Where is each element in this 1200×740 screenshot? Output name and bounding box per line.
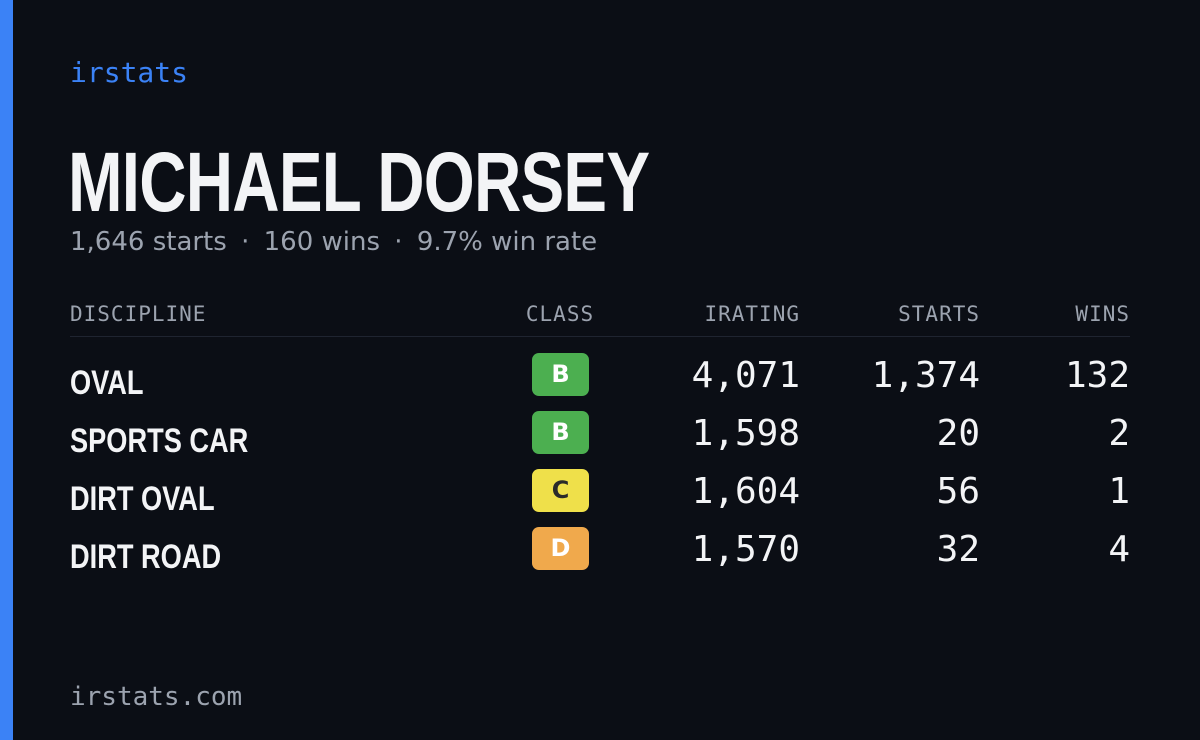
- header-class: CLASS: [525, 302, 595, 326]
- header-discipline: DISCIPLINE: [70, 302, 207, 326]
- header-wins: WINS: [1075, 302, 1130, 326]
- summary-separator: ·: [394, 227, 403, 257]
- table-row: SPORTS CAR B 1,598 20 2: [70, 411, 1130, 469]
- wins-value: 1: [1108, 471, 1130, 512]
- discipline-name: OVAL: [70, 364, 144, 402]
- header-starts: STARTS: [898, 302, 980, 326]
- table-row: DIRT ROAD D 1,570 32 4: [70, 527, 1130, 585]
- driver-name: MICHAEL DORSEY: [68, 135, 650, 229]
- class-badge: B: [532, 353, 589, 396]
- starts-value: 56: [936, 471, 980, 512]
- stats-table: DISCIPLINE CLASS IRATING STARTS WINS OVA…: [70, 296, 1130, 585]
- driver-summary: 1,646 starts · 160 wins · 9.7% win rate: [70, 227, 597, 257]
- class-badge: B: [532, 411, 589, 454]
- wins-value: 132: [1064, 355, 1130, 396]
- table-body: OVAL B 4,071 1,374 132 SPORTS CAR B 1,59…: [70, 353, 1130, 585]
- summary-starts: 1,646 starts: [70, 227, 227, 257]
- table-header: DISCIPLINE CLASS IRATING STARTS WINS: [70, 296, 1130, 337]
- accent-bar: [0, 0, 13, 740]
- summary-win-rate: 9.7% win rate: [416, 227, 598, 257]
- discipline-name: DIRT ROAD: [70, 538, 222, 576]
- irating-value: 4,071: [691, 355, 800, 396]
- brand-logo[interactable]: irstats: [70, 56, 189, 89]
- discipline-name: SPORTS CAR: [70, 422, 249, 460]
- irating-value: 1,604: [691, 471, 800, 512]
- header-irating: IRATING: [704, 302, 800, 326]
- starts-value: 1,374: [871, 355, 980, 396]
- wins-value: 4: [1108, 529, 1130, 570]
- table-row: DIRT OVAL C 1,604 56 1: [70, 469, 1130, 527]
- class-badge: D: [532, 527, 589, 570]
- irating-value: 1,570: [691, 529, 800, 570]
- starts-value: 20: [936, 413, 980, 454]
- footer-url[interactable]: irstats.com: [70, 682, 243, 712]
- discipline-name: DIRT OVAL: [70, 480, 215, 518]
- summary-wins: 160 wins: [263, 227, 381, 257]
- table-row: OVAL B 4,071 1,374 132: [70, 353, 1130, 411]
- wins-value: 2: [1108, 413, 1130, 454]
- irating-value: 1,598: [691, 413, 800, 454]
- summary-separator: ·: [241, 227, 250, 257]
- starts-value: 32: [936, 529, 980, 570]
- class-badge: C: [532, 469, 589, 512]
